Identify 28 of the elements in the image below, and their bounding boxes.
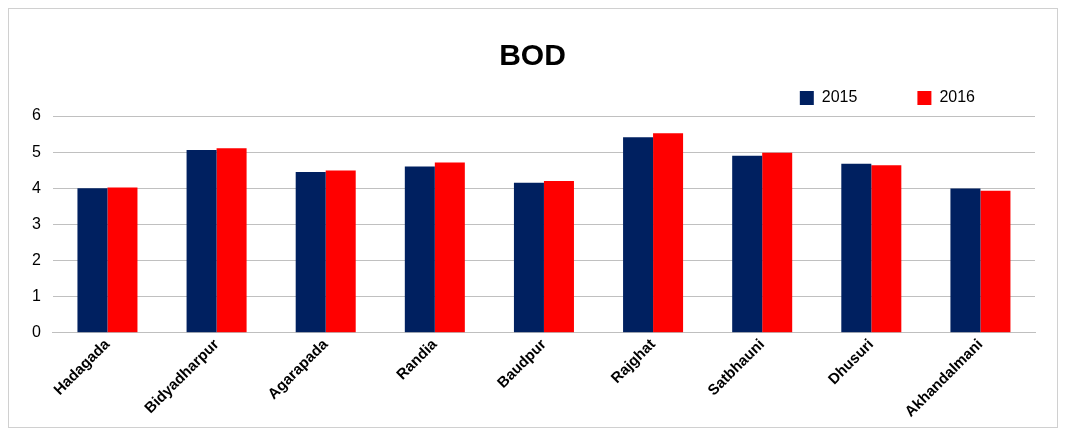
bar	[216, 148, 247, 333]
y-tick-label: 5	[31, 142, 41, 160]
chart-title: BOD	[498, 38, 567, 72]
y-tick-label: 6	[31, 106, 41, 124]
bar	[762, 152, 793, 333]
y-tick-label: 4	[31, 178, 41, 196]
bar	[404, 166, 435, 333]
bar	[77, 188, 108, 333]
bar	[623, 137, 654, 333]
bar	[980, 190, 1011, 333]
bar	[871, 165, 902, 333]
bar	[295, 172, 326, 333]
y-tick-label: 3	[31, 214, 41, 232]
bar	[513, 182, 544, 333]
y-tick-label: 0	[31, 323, 41, 341]
bar	[950, 188, 981, 333]
y-tick-label: 2	[31, 250, 41, 268]
legend-label: 2016	[939, 88, 976, 106]
bar	[841, 163, 872, 333]
bar	[543, 181, 574, 333]
bar	[107, 187, 138, 333]
bar	[186, 149, 217, 333]
bar	[653, 133, 684, 333]
y-tick-label: 1	[31, 287, 41, 305]
bar	[732, 155, 763, 333]
bar	[325, 170, 356, 333]
bar	[434, 162, 465, 333]
legend-label: 2015	[821, 88, 858, 106]
